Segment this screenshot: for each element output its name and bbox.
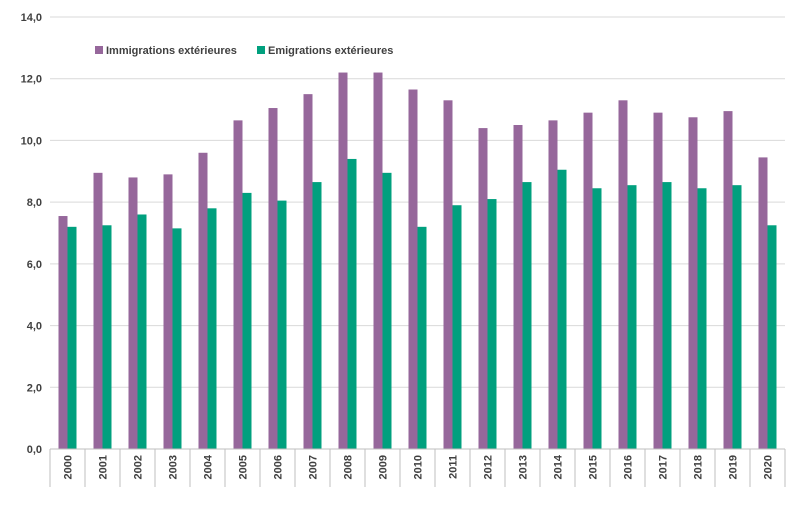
y-tick-label: 0,0 (27, 444, 42, 456)
bar-immigrations (58, 216, 68, 449)
bar-immigrations (583, 112, 593, 450)
x-tick-label: 2020 (763, 455, 775, 479)
x-tick-label: 2001 (98, 455, 110, 479)
bar-emigrations (662, 182, 672, 450)
x-tick-label: 2011 (448, 455, 460, 479)
bar-emigrations (172, 228, 182, 449)
x-tick-label: 2002 (133, 455, 145, 479)
bar-emigrations (557, 169, 567, 449)
x-tick-label: 2007 (308, 455, 320, 479)
y-tick-label: 4,0 (27, 321, 42, 333)
x-tick-label: 2005 (238, 455, 250, 479)
legend-swatch-immigrations (95, 46, 103, 54)
bar-immigrations (373, 72, 383, 450)
x-tick-label: 2008 (343, 455, 355, 479)
bar-immigrations (513, 125, 523, 449)
bar-immigrations (233, 120, 243, 449)
bar-emigrations (102, 225, 112, 449)
bar-emigrations (592, 188, 602, 449)
bar-emigrations (67, 226, 77, 449)
legend: Immigrations extérieures Emigrations ext… (95, 45, 393, 57)
bar-emigrations (697, 188, 707, 449)
y-tick-label: 14,0 (21, 12, 42, 24)
bar-immigrations (303, 94, 313, 450)
bar-emigrations (417, 226, 427, 449)
bar-emigrations (522, 182, 532, 450)
x-tick-label: 2006 (273, 455, 285, 479)
x-tick-label: 2017 (658, 455, 670, 479)
bar-immigrations (688, 117, 698, 450)
bar-emigrations (312, 182, 322, 450)
bar-emigrations (732, 185, 742, 449)
bar-emigrations (767, 225, 777, 449)
x-tick-label: 2018 (693, 455, 705, 479)
bar-emigrations (382, 172, 392, 450)
bar-emigrations (242, 192, 252, 449)
bar-emigrations (487, 199, 497, 449)
bar-immigrations (548, 120, 558, 449)
bar-immigrations (338, 72, 348, 450)
bar-immigrations (653, 112, 663, 450)
bar-emigrations (627, 185, 637, 449)
y-tick-label: 8,0 (27, 197, 42, 209)
x-tick-label: 2003 (168, 455, 180, 479)
bar-immigrations (723, 111, 733, 449)
bars (58, 72, 777, 450)
bar-immigrations (618, 100, 628, 450)
bar-emigrations (452, 205, 462, 449)
x-tick-label: 2000 (63, 455, 75, 479)
bar-emigrations (347, 158, 357, 449)
y-tick-label: 12,0 (21, 74, 42, 86)
bar-emigrations (277, 200, 287, 449)
bar-immigrations (408, 89, 418, 449)
bar-immigrations (268, 108, 278, 450)
bar-emigrations (137, 214, 147, 449)
y-tick-label: 6,0 (27, 259, 42, 271)
bar-immigrations (758, 157, 768, 449)
x-tick-label: 2016 (623, 455, 635, 479)
x-tick-label: 2013 (518, 455, 530, 479)
bar-immigrations (93, 172, 103, 450)
legend-swatch-emigrations (257, 46, 265, 54)
x-tick-label: 2010 (413, 455, 425, 479)
y-tick-label: 2,0 (27, 382, 42, 394)
y-tick-label: 10,0 (21, 135, 42, 147)
bar-immigrations (478, 128, 488, 450)
x-tick-label: 2015 (588, 455, 600, 479)
y-axis: 0,0 2,0 4,0 6,0 8,0 10,0 12,0 14,0 (21, 12, 42, 456)
x-tick-label: 2009 (378, 455, 390, 479)
x-axis: 2000 2001 2002 2003 2004 2005 2006 2007 2008 2009… (49, 448, 786, 487)
bar-emigrations (207, 208, 217, 449)
bar-immigrations (128, 177, 138, 449)
legend-label-emigrations: Emigrations extérieures (268, 45, 393, 57)
x-tick-label: 2004 (203, 454, 215, 479)
bar-immigrations (443, 100, 453, 450)
x-tick-label: 2019 (728, 455, 740, 479)
x-tick-label: 2012 (483, 455, 495, 479)
x-tick-label: 2014 (553, 454, 565, 479)
bar-immigrations (163, 174, 173, 449)
bar-immigrations (198, 152, 208, 449)
legend-label-immigrations: Immigrations extérieures (106, 45, 237, 57)
